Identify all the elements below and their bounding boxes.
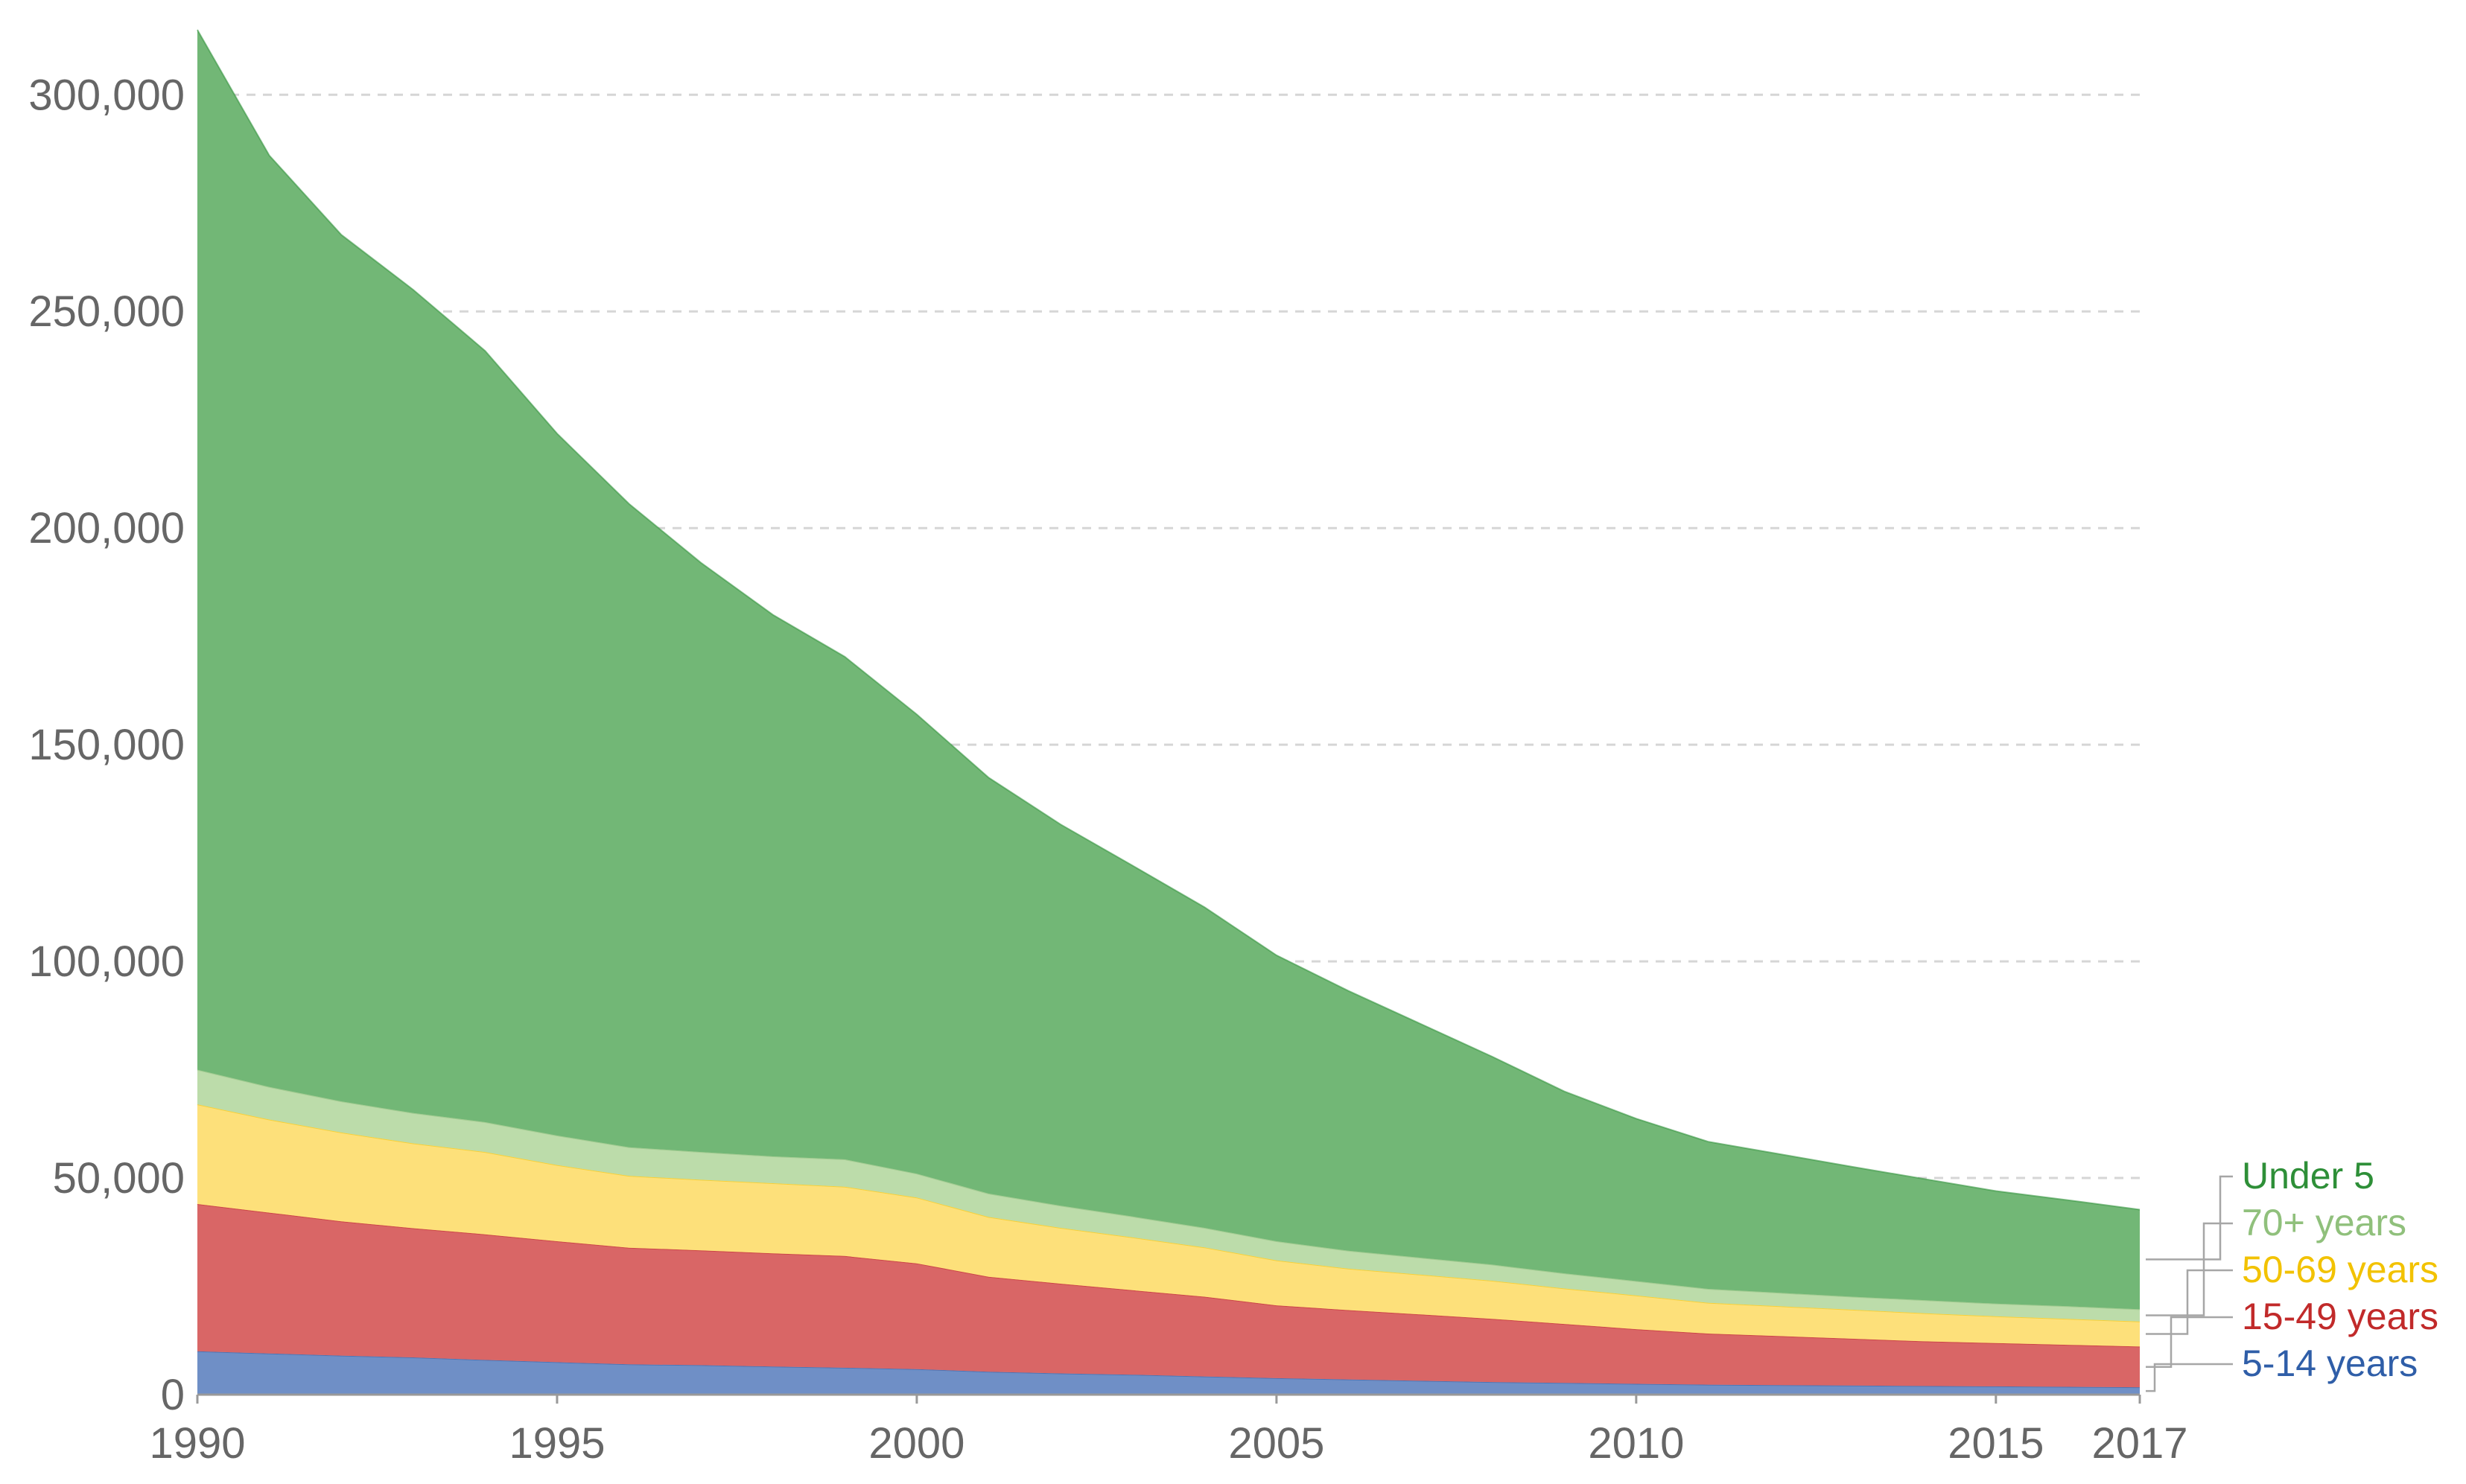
legend-label-50-69-years: 50-69 years [2242, 1249, 2438, 1290]
x-tick-label: 2000 [868, 1419, 965, 1468]
area-5-14-years [197, 1351, 2140, 1395]
y-tick-label: 250,000 [28, 287, 185, 336]
legend-label-5-14-years: 5-14 years [2242, 1343, 2418, 1384]
y-axis-ticks: 0 50,000 100,000 150,000 200,000 250,000 300,0… [28, 71, 185, 1419]
y-tick-label: 300,000 [28, 71, 185, 119]
x-tick-label: 2010 [1588, 1419, 1684, 1468]
y-tick-label: 0 [161, 1371, 185, 1419]
y-tick-label: 50,000 [53, 1154, 185, 1203]
y-tick-label: 100,000 [28, 937, 185, 986]
x-axis-ticks: 1990 1995 2000 2005 2010 2015 2017 [149, 1395, 2188, 1468]
y-tick-label: 150,000 [28, 721, 185, 769]
legend-connector [2146, 1363, 2233, 1392]
legend-label-70-years: 70+ years [2242, 1202, 2406, 1243]
x-tick-label: 1990 [149, 1419, 245, 1468]
area-series [197, 29, 2141, 1396]
legend-connector [2146, 1316, 2233, 1369]
legend-connector [2146, 1222, 2233, 1316]
area-50-69-years [197, 1104, 2140, 1347]
legend-label-under-5: Under 5 [2242, 1155, 2374, 1197]
y-tick-label: 200,000 [28, 504, 185, 552]
legend-connector [2146, 1269, 2233, 1335]
legend-connector [2146, 1175, 2233, 1261]
area-under-5 [197, 30, 2140, 1310]
x-tick-label: 2015 [1948, 1419, 2044, 1468]
legend-label-15-49-years: 15-49 years [2242, 1296, 2438, 1337]
x-tick-label: 2005 [1228, 1419, 1324, 1468]
legend: 5-14 years 15-49 years 50-69 years 70+ year… [2146, 1155, 2438, 1392]
series-line-under-5 [197, 29, 2141, 1211]
x-tick-label: 1995 [509, 1419, 605, 1468]
x-tick-label: 2017 [2091, 1419, 2187, 1468]
